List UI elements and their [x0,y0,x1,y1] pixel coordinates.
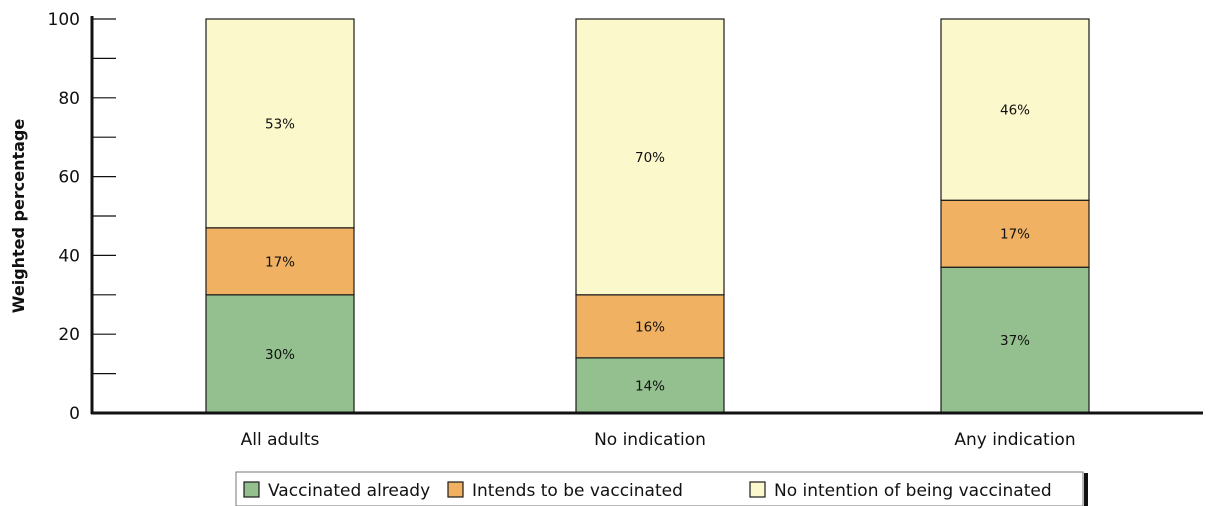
bar-any-indication-intends-to-be-vaccinated [940,199,1090,268]
axes: All adults No indication Any indication 0 20… [48,10,1203,450]
data-label-all-adults-vaccinated-already: 30% [265,347,295,363]
data-label-any-indication-intends-to-be-vaccinated: 17% [1000,227,1030,243]
x-tick-label-all-adults: All adults [241,430,320,450]
x-tick-label-no-indication: No indication [594,430,706,450]
legend-box [235,471,1084,506]
legend: Vaccinated already Intends to be vaccinat… [235,471,1088,506]
data-label-all-adults-intends-to-be-vaccinated: 17% [265,254,295,270]
data-label-any-indication-vaccinated-already: 37% [1000,333,1030,349]
data-label-no-indication-vaccinated-already: 14% [635,378,665,394]
bar-all-adults-no-intention-of-being-vaccinated [205,18,355,229]
y-tick-label-60: 60 [58,168,80,188]
y-tick-label-40: 40 [58,246,80,266]
x-tick-label-any-indication: Any indication [954,430,1075,450]
bar-no-indication-intends-to-be-vaccinated [575,294,725,359]
bar-any-indication-no-intention-of-being-vaccinated [940,18,1090,201]
data-label-any-indication-no-intention-of-being-vaccinated: 46% [1000,103,1030,119]
legend-label-vaccinated-already: Vaccinated already [268,481,430,501]
legend-label-no-intention-of-being-vaccinated: No intention of being vaccinated [774,481,1052,501]
bar-all-adults-intends-to-be-vaccinated [205,227,355,296]
bar-no-indication-no-intention-of-being-vaccinated [575,18,725,296]
bar-all-adults-vaccinated-already [205,294,355,414]
bar-no-indication-vaccinated-already [575,357,725,414]
data-label-no-indication-intends-to-be-vaccinated: 16% [635,319,665,335]
legend-swatch-intends-to-be-vaccinated [447,481,464,498]
bars: 30% 17% 53% 14% 16% 70% 37% 17% 46% [205,18,1090,414]
data-label-no-indication-no-intention-of-being-vaccinated: 70% [635,150,665,166]
y-tick-label-100: 100 [48,10,80,30]
y-axis-label: Weighted percentage [9,119,28,314]
legend-label-intends-to-be-vaccinated: Intends to be vaccinated [472,481,683,501]
data-label-all-adults-no-intention-of-being-vaccinated: 53% [265,116,295,132]
y-tick-label-20: 20 [58,325,80,345]
y-tick-label-80: 80 [58,89,80,109]
y-tick-label-0: 0 [69,404,80,424]
legend-swatch-no-intention-of-being-vaccinated [749,481,766,498]
legend-swatch-vaccinated-already [243,481,260,498]
